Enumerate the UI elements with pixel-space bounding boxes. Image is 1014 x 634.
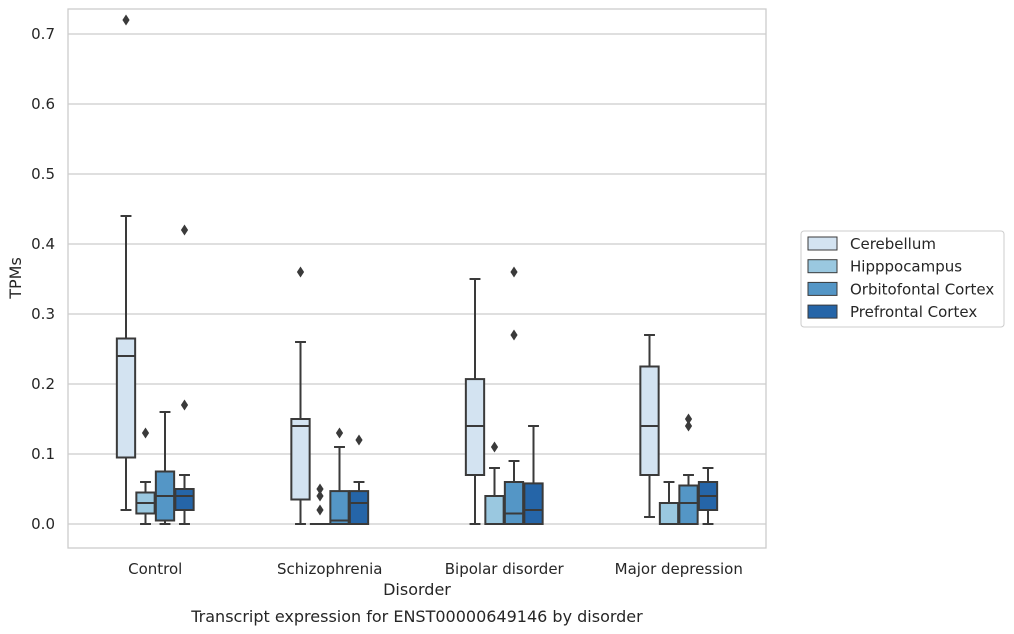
x-axis-label: Disorder: [383, 580, 451, 599]
x-tick-labels: Control Schizophrenia Bipolar disorder Majo…: [128, 560, 743, 578]
plot-area-frame: [67, 8, 767, 549]
legend-items: Cerebellum Hipppocampus Orbitofontal Corte…: [807, 235, 994, 321]
box-iqr: [658, 502, 680, 525]
box-iqr: [464, 378, 486, 477]
y-tick-label: 0.2: [31, 375, 55, 393]
outlier-point: [316, 483, 324, 495]
box-iqr: [484, 495, 505, 525]
outlier-point: [335, 427, 344, 439]
outlier-point: [355, 434, 363, 446]
grid-lines: [68, 33, 766, 525]
box-2-3: [523, 425, 544, 525]
box-iqr: [115, 337, 137, 459]
legend-label: Cerebellum: [850, 235, 936, 253]
box-2-2: [503, 266, 525, 525]
chart-title: Transcript expression for ENST0000064914…: [190, 607, 643, 626]
box-2-1: [484, 441, 505, 525]
legend-swatch: [807, 259, 838, 274]
y-tick-label: 0.5: [31, 165, 55, 183]
box-3-1: [658, 481, 680, 525]
box-3-3: [697, 467, 719, 525]
outlier-point: [141, 427, 150, 439]
y-tick-label: 0.1: [31, 445, 55, 463]
outlier-point: [316, 490, 324, 502]
legend-label: Prefrontal Cortex: [850, 303, 977, 321]
box-iqr: [503, 481, 525, 525]
legend-swatch: [807, 304, 838, 319]
y-tick-label: 0.6: [31, 95, 55, 113]
outlier-point: [490, 441, 499, 453]
box-1-3: [348, 434, 370, 526]
legend-frame: [800, 230, 1005, 328]
box-iqr: [174, 488, 195, 511]
box-0-1: [135, 427, 156, 525]
box-groups: [115, 14, 719, 526]
x-tick-label: Major depression: [615, 560, 743, 578]
box-1-1: [309, 483, 331, 526]
box-3-0: [639, 334, 660, 518]
box-1-2: [329, 427, 350, 526]
box-1-0: [290, 266, 311, 525]
box-0-2: [154, 411, 176, 525]
outlier-point: [684, 420, 693, 432]
box-2-0: [464, 278, 486, 525]
outlier-point: [180, 224, 189, 236]
box-iqr: [290, 418, 311, 501]
x-tick-label: Schizophrenia: [277, 560, 382, 578]
outlier-point: [684, 413, 693, 425]
y-tick-labels: 0.0 0.1 0.2 0.3 0.4 0.5 0.6 0.7: [31, 25, 55, 533]
legend-label: Hipppocampus: [850, 258, 962, 276]
y-tick-label: 0.4: [31, 235, 55, 253]
box-iqr: [523, 482, 544, 525]
legend-swatch: [807, 236, 838, 251]
outlier-point: [510, 329, 518, 341]
outlier-point: [510, 266, 518, 278]
box-iqr: [678, 484, 699, 525]
box-0-3: [174, 224, 195, 525]
box-3-2: [678, 413, 699, 525]
box-0-0: [115, 14, 137, 511]
legend-swatch: [807, 281, 838, 296]
y-axis-label: TPMs: [6, 257, 25, 300]
box-iqr: [639, 365, 660, 476]
y-tick-label: 0.0: [31, 515, 55, 533]
legend: Cerebellum Hipppocampus Orbitofontal Corte…: [800, 230, 1005, 328]
outlier-point: [122, 14, 130, 26]
y-tick-label: 0.3: [31, 305, 55, 323]
outlier-point: [180, 399, 189, 411]
box-iqr: [348, 490, 370, 526]
y-tick-label: 0.7: [31, 25, 55, 43]
x-tick-label: Control: [128, 560, 182, 578]
box-iqr: [329, 490, 350, 526]
outlier-point: [316, 504, 324, 516]
x-tick-label: Bipolar disorder: [445, 560, 565, 578]
outlier-point: [296, 266, 305, 278]
legend-label: Orbitofontal Cortex: [850, 280, 994, 298]
